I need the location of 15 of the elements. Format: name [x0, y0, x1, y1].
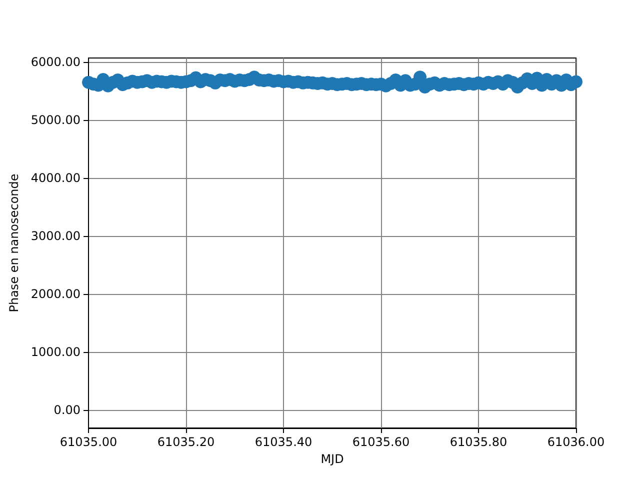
y-tick-label: 5000.00 — [30, 113, 81, 128]
y-tick-label: 2000.00 — [30, 287, 81, 302]
x-tick-label: 61035.40 — [254, 435, 312, 449]
x-axis-title: MJD — [320, 452, 344, 466]
x-tick-label: 61036.00 — [547, 435, 605, 449]
x-tick-label: 61035.60 — [352, 435, 410, 449]
x-tick-label: 61035.80 — [450, 435, 508, 449]
x-tick-label: 61035.00 — [60, 435, 118, 449]
y-tick-label: 4000.00 — [30, 171, 81, 186]
y-axis-title: Phase en nanoseconde — [7, 174, 21, 312]
x-tick-label: 61035.20 — [157, 435, 215, 449]
y-tick-label: 1000.00 — [30, 345, 81, 360]
y-tick-label: 0.00 — [54, 403, 81, 418]
y-tick-label: 6000.00 — [30, 55, 81, 70]
y-tick-label: 3000.00 — [30, 229, 81, 244]
